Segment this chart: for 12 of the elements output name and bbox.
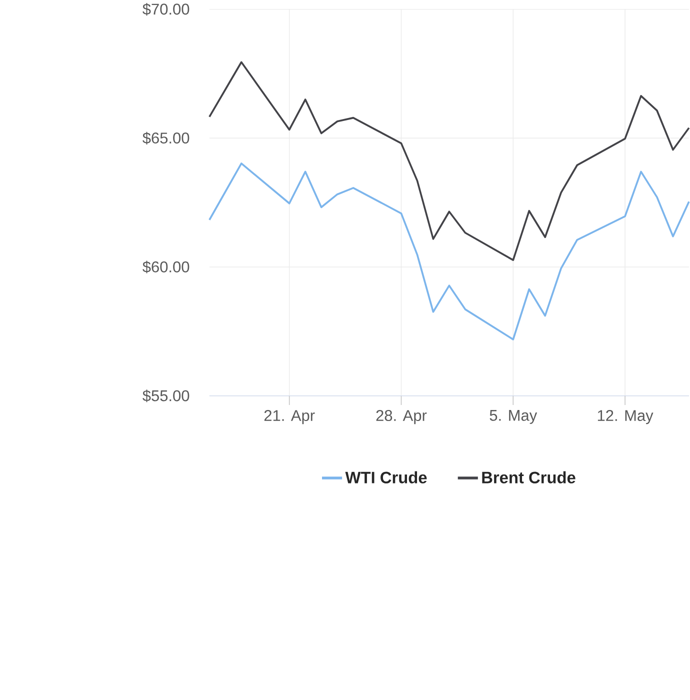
x-tick-label: 12. May	[598, 410, 654, 424]
x-tick-label: 21. Apr	[264, 410, 315, 424]
y-tick-label: $55.00	[142, 390, 190, 402]
line-series	[208, 61, 690, 261]
x-tick-label: 28. Apr	[376, 410, 427, 424]
line-series	[208, 162, 690, 340]
legend-label: Brent Crude	[482, 471, 576, 484]
legend-label: WTI Crude	[345, 471, 427, 484]
y-tick-label: $60.00	[142, 260, 190, 274]
y-tick-label: $70.00	[142, 3, 190, 16]
x-tick-label: 5. May	[490, 410, 538, 424]
y-tick-label: $65.00	[142, 132, 190, 144]
